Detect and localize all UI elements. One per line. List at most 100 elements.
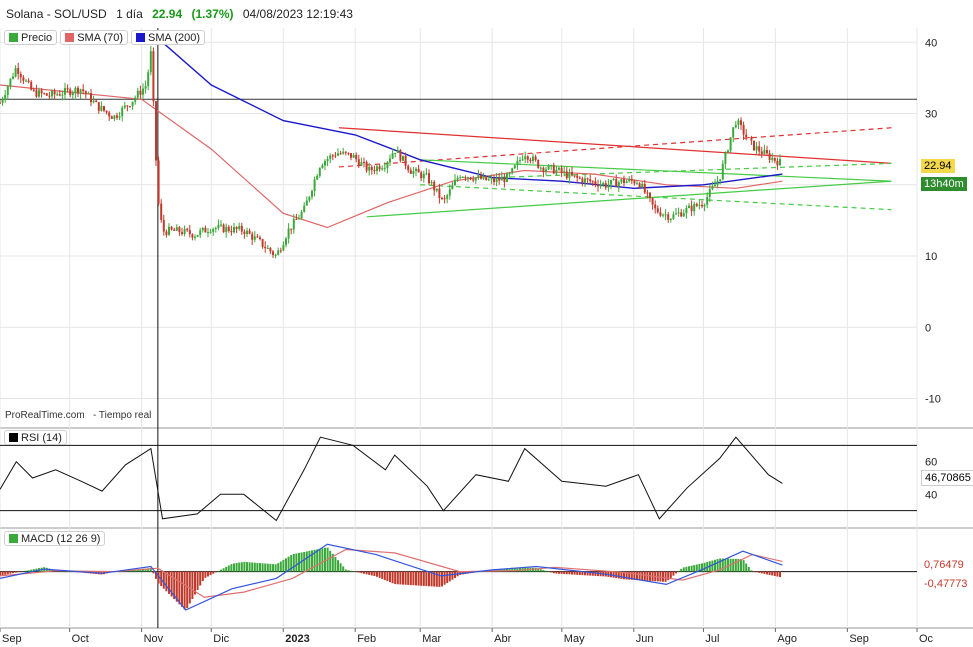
macd-histogram-bar [620,571,623,579]
last-price-tag: 22.94 [921,159,955,173]
candle-body [207,232,209,234]
macd-histogram-bar [555,571,558,574]
candle-body [685,208,688,214]
macd-histogram-bar [433,571,436,587]
rsi-line [0,436,783,522]
candle-body [181,232,183,235]
candle-body [17,68,20,75]
macd-histogram-bar [147,568,150,572]
candle-body [560,167,563,173]
candle-body [586,178,589,180]
macd-histogram-bar [513,567,516,572]
candle-body [303,205,306,212]
macd-histogram-bar [344,569,347,572]
candle-body [277,250,280,255]
candle-body [79,89,82,94]
macd-histogram-bar [672,571,675,576]
macd-histogram-bar [298,552,300,572]
period-label[interactable]: 1 día [116,7,143,21]
macd-histogram-bar [274,564,277,572]
macd-histogram-bar [435,571,438,587]
candle-body [217,224,220,228]
candle-body [417,168,420,173]
legend-macd[interactable]: MACD (12 26 9) [4,531,106,546]
macd-histogram-bar [451,571,454,580]
candle-body [571,172,573,176]
macd-histogram-bar [534,567,537,572]
macd-histogram-bar [747,566,750,572]
candle-body [503,177,506,182]
legend-sma200[interactable]: SMA (200) [131,30,206,45]
candle-body [534,156,537,161]
macd-histogram-bar [337,560,339,572]
macd-histogram-bar [363,571,365,574]
legend-sma200-label: SMA (200) [148,31,201,44]
candle-body [272,251,274,255]
candle-body [157,160,160,204]
candle-body [134,97,137,102]
legend-rsi[interactable]: RSI (14) [4,430,67,445]
macd-signal-line [0,548,783,598]
candle-body [519,160,521,162]
candle-body [576,175,579,178]
candle-body [680,212,683,217]
candle-body [490,178,493,180]
candle-body [594,181,597,185]
candle-body [235,227,238,229]
trendline-green [366,180,892,218]
candle-body [326,158,329,162]
candle-body [763,150,766,154]
candle-body [357,159,360,166]
macd-histogram-bar [565,571,568,575]
macd-histogram-bar [339,563,342,572]
candle-body [25,80,27,82]
x-tick-label: Sep [2,633,22,645]
macd-histogram-bar [207,571,209,577]
macd-histogram-bar [755,571,758,573]
macd-histogram-bar [417,571,420,586]
candle-body [649,192,651,198]
macd-histogram-bar [321,548,324,572]
candle-body [578,177,581,179]
candle-body [607,184,610,188]
macd-histogram-bar [441,571,443,587]
candle-body [451,185,454,190]
candle-body [643,183,646,193]
candle-body [589,179,592,182]
candle-body [396,150,399,153]
macd-histogram-bar [173,571,176,600]
macd-histogram-bar [279,561,282,572]
candle-body [253,236,256,240]
macd-histogram-bar [594,571,597,576]
legend-price[interactable]: Precio [4,30,58,45]
macd-histogram-bar [742,560,745,572]
candle-body [222,224,225,233]
candle-body [599,184,602,187]
macd-histogram-bar [560,571,563,574]
candle-body [35,90,38,97]
instrument-name: Solana - SOL/USD [6,7,107,21]
candle-body [729,137,732,151]
macd-histogram-bar [243,561,246,572]
candle-body [238,226,241,229]
candle-body [482,175,485,179]
legend-sma70[interactable]: SMA (70) [60,30,129,45]
candle-body [742,124,745,135]
candle-body [292,219,295,230]
y-tick-label: 40 [925,37,937,49]
candle-body [597,184,599,187]
candle-body [352,154,355,158]
macd-histogram-bar [175,571,178,602]
candle-body [45,93,48,96]
candle-body [214,227,217,229]
macd-histogram-bar [508,568,511,572]
candle-body [591,181,594,183]
macd-histogram-bar [750,570,753,572]
macd-histogram-bar [545,570,547,572]
candle-body [474,177,477,181]
candle-body [766,150,768,154]
candle-body [38,90,40,97]
macd-histogram-bar [428,571,430,587]
candle-body [612,179,615,181]
macd-histogram-bar [27,570,30,572]
